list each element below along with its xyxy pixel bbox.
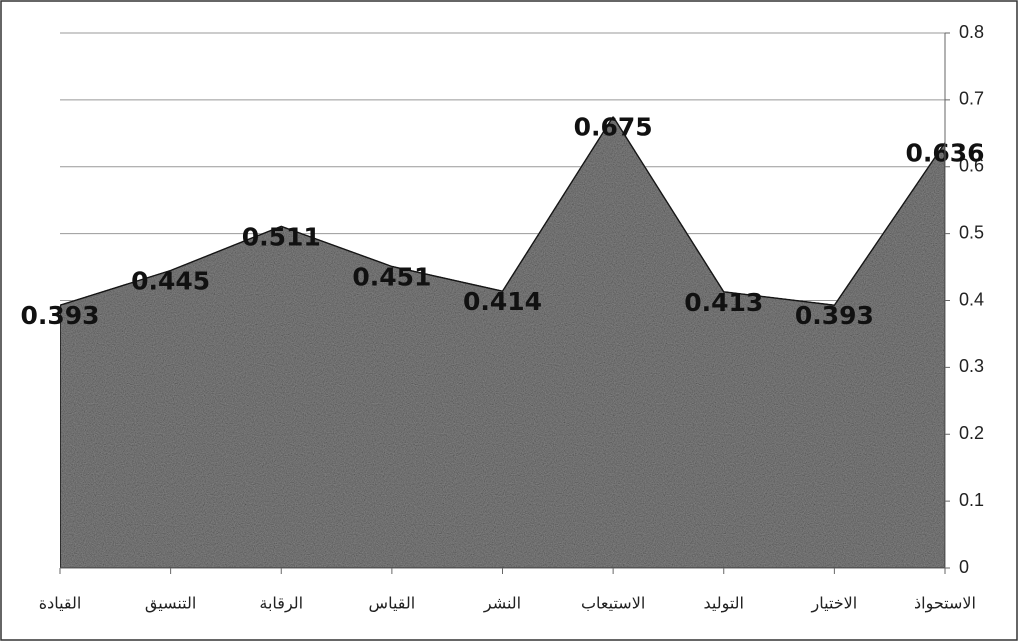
y-tick-label: 0.6: [959, 156, 984, 176]
y-tick-label: 0.4: [959, 289, 984, 309]
x-tick-label: التوليد: [703, 594, 744, 614]
x-tick-label: الاستيعاب: [581, 594, 645, 613]
value-label: 0.511: [242, 222, 321, 251]
area: [59, 115, 946, 569]
x-tick-label: الاستحواذ: [914, 594, 976, 614]
y-tick-label: 0.3: [959, 356, 984, 376]
x-tick-label: التنسيق: [145, 594, 196, 614]
x-tick-label: الاختيار: [811, 594, 858, 614]
x-tick-label: القيادة: [39, 594, 82, 613]
x-tick-label: القياس: [369, 594, 416, 613]
x-tick-label: النشر: [483, 594, 521, 614]
value-label: 0.451: [352, 262, 431, 291]
y-tick-label: 0.1: [959, 490, 984, 510]
y-tick-label: 0.8: [959, 22, 984, 42]
value-label: 0.413: [684, 288, 763, 317]
y-tick-label: 0.2: [959, 423, 984, 443]
value-label: 0.414: [463, 287, 542, 316]
value-label: 0.445: [131, 266, 210, 295]
y-tick-label: 0: [959, 557, 969, 577]
value-label: 0.393: [20, 301, 99, 330]
y-tick-label: 0.7: [959, 89, 984, 109]
value-label: 0.393: [795, 301, 874, 330]
x-tick-label: الرقابة: [259, 594, 303, 614]
y-tick-label: 0.5: [959, 222, 984, 242]
value-label: 0.675: [574, 113, 653, 142]
